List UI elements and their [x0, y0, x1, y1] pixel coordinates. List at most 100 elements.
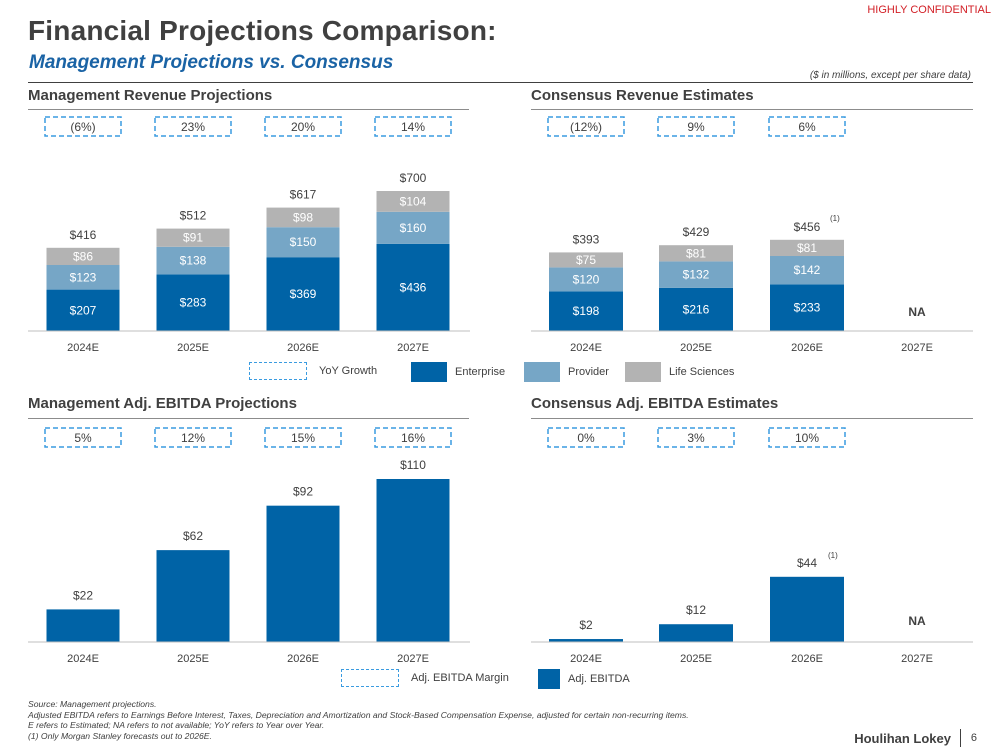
cons-ebitda-value-2: $44 — [797, 556, 817, 570]
cons-revenue-segment-label-2-2: $81 — [797, 241, 817, 255]
cons-ebitda-value-1: $12 — [686, 603, 706, 617]
mgmt-revenue-bar-life-sciences-3 — [376, 191, 450, 212]
mgmt-revenue-growth-box-2 — [264, 116, 342, 137]
cons-ebitda-margin-label-2: 10% — [795, 431, 819, 445]
page-number: 6 — [970, 732, 977, 744]
legend-yoy-label: YoY Growth — [319, 365, 378, 377]
mgmt-revenue-segment-label-2-0: $86 — [73, 249, 93, 263]
mgmt-ebitda-bar-2 — [266, 505, 340, 642]
legend-provider-swatch — [524, 362, 560, 382]
cons-revenue-growth-label-0: (12%) — [570, 120, 602, 134]
mgmt-revenue-bar-provider-0 — [46, 265, 120, 290]
mgmt-revenue-bar-enterprise-2 — [266, 257, 340, 331]
legend-yoy-swatch — [249, 362, 307, 380]
legend-enterprise-swatch — [411, 362, 447, 382]
cons-revenue-total-note-2: (1) — [830, 214, 840, 223]
mgmt-ebitda-margin-label-1: 12% — [181, 431, 205, 445]
cons-revenue-segment-label-2-1: $81 — [686, 246, 706, 260]
cons-ebitda-title: Consensus Adj. EBITDA Estimates — [531, 395, 779, 412]
mgmt-revenue-segment-label-0-0: $207 — [70, 303, 97, 317]
mgmt-revenue-total-0: $416 — [70, 228, 97, 242]
mgmt-revenue-bar-life-sciences-1 — [156, 228, 230, 247]
mgmt-revenue-segment-label-2-3: $104 — [400, 194, 427, 208]
mgmt-revenue-title: Management Revenue Projections — [28, 87, 273, 104]
legend-enterprise: Enterprise — [411, 362, 505, 382]
mgmt-revenue-segment-label-1-1: $138 — [180, 254, 207, 268]
mgmt-ebitda-margin-label-2: 15% — [291, 431, 315, 445]
cons-revenue-segment-label-0-1: $216 — [683, 302, 710, 316]
footnote-abbreviations: E refers to Estimated; NA refers to not … — [28, 720, 325, 731]
legend-adj-ebitda: Adj. EBITDA — [538, 669, 630, 689]
mgmt-ebitda-tick-0: 2024E — [67, 653, 99, 665]
legend-enterprise-label: Enterprise — [455, 366, 506, 378]
mgmt-revenue-bar-provider-3 — [376, 211, 450, 244]
houlihan-lokey-logo: Houlihan Lokey — [854, 731, 951, 746]
mgmt-ebitda-value-0: $22 — [73, 588, 93, 602]
cons-ebitda-bar-2 — [770, 576, 844, 642]
mgmt-revenue-segment-label-0-2: $369 — [290, 287, 317, 301]
cons-ebitda-margin-box-0 — [547, 427, 625, 448]
cons-revenue-growth-box-2 — [768, 116, 846, 137]
mgmt-revenue-growth-label-0: (6%) — [70, 120, 95, 134]
legend-life-sciences: Life Sciences — [625, 362, 734, 382]
footer-separator — [960, 729, 961, 747]
cons-revenue-total-0: $393 — [573, 232, 600, 246]
mgmt-revenue-bar-enterprise-0 — [46, 289, 120, 331]
mgmt-ebitda-margin-box-1 — [154, 427, 232, 448]
cons-ebitda-tick-2: 2026E — [791, 653, 823, 665]
mgmt-revenue-segment-label-1-3: $160 — [400, 221, 427, 235]
mgmt-revenue-bar-enterprise-3 — [376, 243, 450, 331]
mgmt-ebitda-value-2: $92 — [293, 485, 313, 499]
mgmt-revenue-segment-label-2-1: $91 — [183, 231, 203, 245]
mgmt-ebitda-value-3: $110 — [400, 458, 426, 472]
cons-ebitda-na-3: NA — [908, 614, 926, 628]
mgmt-revenue-growth-label-3: 14% — [401, 120, 425, 134]
cons-ebitda-margin-label-0: 0% — [577, 431, 595, 445]
cons-ebitda-margin-box-2 — [768, 427, 846, 448]
cons-revenue-bar-enterprise-1 — [659, 287, 733, 331]
mgmt-ebitda-rule — [28, 418, 469, 419]
footnotes: Source: Management projections. Adjusted… — [28, 699, 828, 741]
cons-revenue-segment-label-0-2: $233 — [794, 301, 821, 315]
mgmt-revenue-growth-box-3 — [374, 116, 452, 137]
cons-revenue-growth-box-1 — [657, 116, 735, 137]
cons-revenue-segment-label-0-0: $198 — [573, 304, 600, 318]
cons-revenue-tick-3: 2027E — [901, 342, 933, 354]
cons-revenue-bar-life-sciences-2 — [770, 239, 844, 256]
units-note: ($ in millions, except per share data) — [809, 70, 971, 81]
legend-provider: Provider — [524, 362, 609, 382]
cons-revenue-total-2: $456 — [794, 220, 821, 234]
cons-revenue-growth-label-2: 6% — [798, 120, 816, 134]
mgmt-revenue-chart: (6%) 23% 20% 14% $207 $123 $86 $416 $283 $138 $91 $… — [28, 116, 470, 354]
mgmt-revenue-tick-2: 2026E — [287, 342, 319, 354]
mgmt-revenue-tick-3: 2027E — [397, 342, 429, 354]
page-title: Financial Projections Comparison: — [28, 15, 497, 46]
cons-revenue-bar-enterprise-0 — [549, 291, 623, 331]
mgmt-ebitda-tick-3: 2027E — [397, 653, 429, 665]
cons-ebitda-bar-1 — [659, 624, 733, 642]
mgmt-revenue-bar-life-sciences-2 — [266, 207, 340, 228]
mgmt-ebitda-value-1: $62 — [183, 529, 203, 543]
mgmt-revenue-segment-label-0-1: $283 — [180, 296, 207, 310]
cons-revenue-chart: (12%) 9% 6% $198 $120 $75 $393 $216 $132 $81 $429 $… — [531, 116, 973, 354]
mgmt-revenue-total-1: $512 — [180, 209, 207, 223]
mgmt-revenue-tick-0: 2024E — [67, 342, 99, 354]
mgmt-ebitda-bar-1 — [156, 550, 230, 642]
cons-revenue-bar-provider-2 — [770, 256, 844, 285]
cons-revenue-segment-label-1-1: $132 — [683, 268, 710, 282]
mgmt-revenue-segment-label-2-2: $98 — [293, 210, 313, 224]
cons-revenue-segment-label-1-2: $142 — [794, 263, 821, 277]
mgmt-revenue-segment-label-0-3: $436 — [400, 280, 427, 294]
mgmt-revenue-bar-life-sciences-0 — [46, 247, 120, 265]
cons-revenue-growth-box-0 — [547, 116, 625, 137]
mgmt-revenue-segment-label-1-2: $150 — [290, 235, 317, 249]
legend-margin-label: Adj. EBITDA Margin — [411, 672, 509, 684]
cons-revenue-segment-label-2-0: $75 — [576, 253, 596, 267]
legend-ebitda-label: Adj. EBITDA — [568, 673, 630, 685]
cons-revenue-tick-0: 2024E — [570, 342, 602, 354]
legend-life-sciences-label: Life Sciences — [669, 366, 735, 378]
cons-revenue-rule — [531, 109, 973, 110]
mgmt-revenue-growth-box-0 — [44, 116, 122, 137]
legend-provider-label: Provider — [568, 366, 609, 378]
cons-revenue-bar-provider-0 — [549, 267, 623, 292]
